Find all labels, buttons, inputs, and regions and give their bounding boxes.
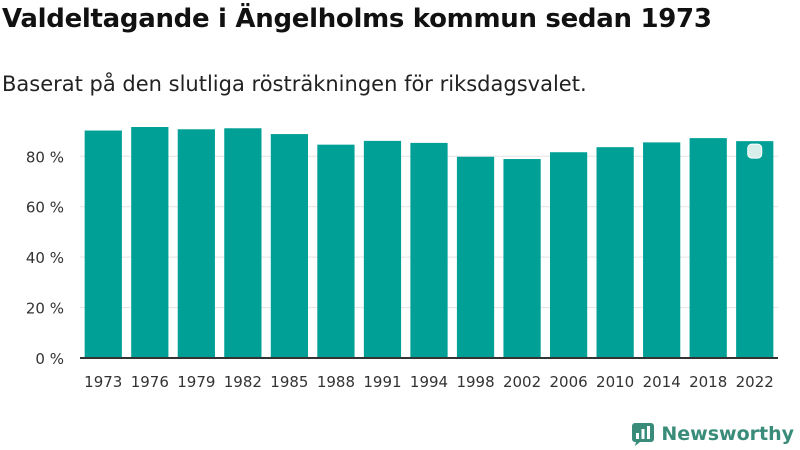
bar xyxy=(410,142,448,358)
y-tick-label: 60 % xyxy=(26,199,64,217)
highlight-marker xyxy=(747,143,763,159)
x-tick-label: 1985 xyxy=(270,373,308,391)
bar xyxy=(736,141,774,358)
bar xyxy=(363,140,402,358)
x-tick-label: 1988 xyxy=(317,373,355,391)
x-tick-label: 1979 xyxy=(177,373,215,391)
bar xyxy=(270,134,309,358)
x-tick-label: 1982 xyxy=(224,373,262,391)
bar xyxy=(131,127,169,358)
chart-title: Valdeltagande i Ängelholms kommun sedan … xyxy=(2,4,712,34)
x-tick-label: 1994 xyxy=(410,373,448,391)
bar xyxy=(456,156,495,358)
y-tick-label: 80 % xyxy=(26,148,64,166)
y-tick-label: 40 % xyxy=(26,249,64,267)
x-tick-label: 2022 xyxy=(736,373,774,391)
bar xyxy=(84,130,122,358)
y-tick-label: 0 % xyxy=(35,350,64,368)
x-tick-label: 1991 xyxy=(363,373,401,391)
bar xyxy=(643,142,681,358)
newsworthy-logo-icon xyxy=(632,423,655,446)
chart-subtitle: Baserat på den slutliga rösträkningen fö… xyxy=(2,72,587,96)
bar xyxy=(224,128,262,358)
x-tick-label: 2010 xyxy=(596,373,634,391)
bar xyxy=(317,144,355,358)
bar xyxy=(596,147,634,358)
x-tick-label: 2006 xyxy=(550,373,588,391)
bar xyxy=(549,152,588,358)
x-tick-label: 1998 xyxy=(456,373,494,391)
x-tick-label: 1976 xyxy=(131,373,169,391)
bar xyxy=(689,138,727,358)
bar xyxy=(177,129,215,358)
x-tick-label: 2014 xyxy=(643,373,681,391)
x-tick-label: 2018 xyxy=(689,373,727,391)
bar xyxy=(503,159,541,358)
y-tick-label: 20 % xyxy=(26,300,64,318)
brand-logo: Newsworthy xyxy=(631,422,794,446)
x-tick-label: 1973 xyxy=(84,373,122,391)
brand-name: Newsworthy xyxy=(661,423,794,445)
x-tick-label: 2002 xyxy=(503,373,541,391)
